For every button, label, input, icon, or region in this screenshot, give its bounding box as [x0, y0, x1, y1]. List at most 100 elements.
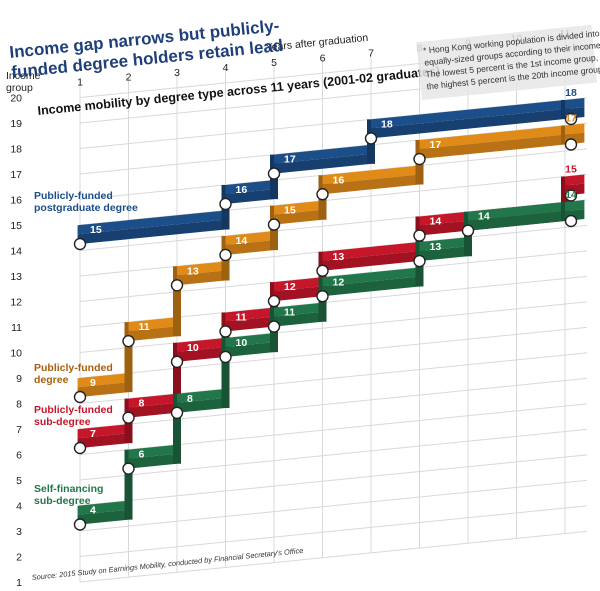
y-tick-label: 5: [16, 475, 22, 487]
step-flat: [322, 242, 420, 261]
point-value-label: 17: [430, 139, 442, 151]
step-front: [371, 109, 565, 139]
point-marker-degree: [170, 279, 184, 292]
y-axis-label: Income group: [6, 70, 41, 94]
point-marker-degree: [267, 218, 281, 231]
step-flat: [322, 267, 420, 287]
y-tick-label: 9: [16, 373, 22, 385]
series-degree: [77, 123, 585, 398]
step-front: [177, 397, 226, 413]
series-label-line: postgraduate degree: [34, 202, 138, 214]
step-flat: [274, 277, 323, 292]
point-value-label: 12: [333, 276, 345, 288]
footnote-background: [416, 24, 598, 101]
step-front: [322, 174, 420, 195]
point-marker-selffinancing: [219, 350, 232, 364]
y-axis-label-line: Income: [6, 70, 41, 82]
series-label-line: sub-degree: [34, 416, 91, 428]
point-marker-selffinancing: [461, 224, 475, 237]
step-flat: [128, 317, 177, 332]
step-flat: [77, 424, 129, 439]
step-front: [274, 286, 323, 302]
gridline-y-9: [79, 326, 587, 379]
step-flat: [565, 174, 585, 186]
point-marker-selffinancing: [564, 214, 578, 228]
point-value-label: 15: [565, 164, 577, 176]
gridline-y-18: [79, 97, 587, 149]
step-front: [128, 453, 177, 469]
y-tick-label: 14: [10, 246, 22, 258]
step-front: [177, 270, 226, 286]
point-value-label: 12: [284, 281, 296, 293]
point-marker-postgraduate: [364, 132, 378, 145]
step-flat: [419, 125, 565, 150]
y-axis-label-line: group: [6, 82, 33, 94]
step-flat: [77, 373, 129, 388]
point-value-label: 13: [187, 265, 199, 277]
point-value-label: 14: [236, 235, 248, 247]
step-front: [322, 276, 420, 297]
point-value-label: 10: [187, 342, 199, 354]
point-value-label: 9: [90, 377, 96, 389]
y-tick-label: 17: [10, 169, 22, 181]
series-label-line: Publicly-funded: [34, 362, 113, 374]
x-tick-label: 2: [126, 72, 132, 84]
point-value-label: 14: [565, 189, 577, 201]
step-flat: [77, 500, 129, 515]
step-front: [225, 189, 274, 204]
point-marker-degree: [122, 334, 135, 348]
point-value-label: 11: [236, 311, 247, 323]
step-flat: [468, 202, 565, 221]
x-tick-label: 4: [223, 62, 229, 74]
y-tick-label: 4: [16, 501, 22, 513]
series-label-degree: Publicly-funded degree: [34, 362, 113, 386]
series-label-selffinancing: Self-financing sub-degree: [34, 483, 103, 507]
y-tick-label: 2: [16, 552, 22, 564]
x-tick-label: 1: [77, 77, 83, 89]
step-flat: [371, 100, 565, 129]
step-flat: [128, 393, 177, 408]
step-front: [177, 346, 226, 362]
y-tick-label: 20: [10, 93, 22, 105]
point-marker-subdegree: [564, 189, 578, 202]
point-value-label: 8: [187, 393, 193, 405]
series-selffinancing: [77, 200, 585, 525]
series-label-subdegree: Publicly-funded sub-degree: [34, 404, 113, 428]
point-value-label: 17: [565, 113, 577, 125]
point-value-label: 17: [284, 154, 296, 166]
point-value-label: 10: [236, 337, 248, 349]
point-value-label: 16: [236, 184, 248, 196]
point-labels: 15 16 17 18 18 9 11 13 14 15 16 17 17 7 8 10 11 12 13 14 15 4…: [73, 87, 578, 531]
gridline-y-2: [79, 505, 587, 557]
step-front: [77, 382, 129, 398]
point-marker-subdegree: [316, 264, 329, 277]
y-tick-label: 6: [16, 450, 22, 462]
step-flat: [565, 123, 585, 135]
gridline-y-4: [79, 454, 587, 506]
series-label-line: sub-degree: [34, 495, 91, 507]
point-value-label: 18: [565, 87, 577, 99]
step-flat: [177, 261, 226, 276]
point-marker-selffinancing: [122, 462, 135, 475]
step-flat: [225, 307, 274, 322]
y-tick-label: 13: [10, 271, 22, 283]
gridline-y-8: [79, 352, 587, 404]
gridline-y-10: [79, 301, 587, 353]
step-flat: [322, 165, 420, 185]
point-marker-degree: [219, 248, 232, 262]
step-front: [225, 240, 274, 255]
step-front: [274, 153, 371, 174]
point-marker-subdegree: [413, 229, 426, 242]
point-marker-degree: [316, 188, 329, 201]
x-tick-label: 3: [174, 67, 180, 79]
point-marker-postgraduate: [73, 237, 87, 251]
series-label-postgraduate: Publicly-funded postgraduate degree: [34, 190, 138, 214]
step-front: [419, 134, 565, 160]
step-front: [225, 342, 274, 357]
point-marker-subdegree: [73, 441, 87, 455]
step-flat: [274, 200, 323, 215]
point-value-label: 11: [139, 321, 150, 333]
series-label-line: Publicly-funded: [34, 404, 113, 416]
point-value-label: 15: [284, 205, 296, 217]
